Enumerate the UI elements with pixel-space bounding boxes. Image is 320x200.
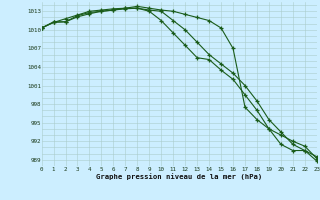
X-axis label: Graphe pression niveau de la mer (hPa): Graphe pression niveau de la mer (hPa) [96,173,262,180]
